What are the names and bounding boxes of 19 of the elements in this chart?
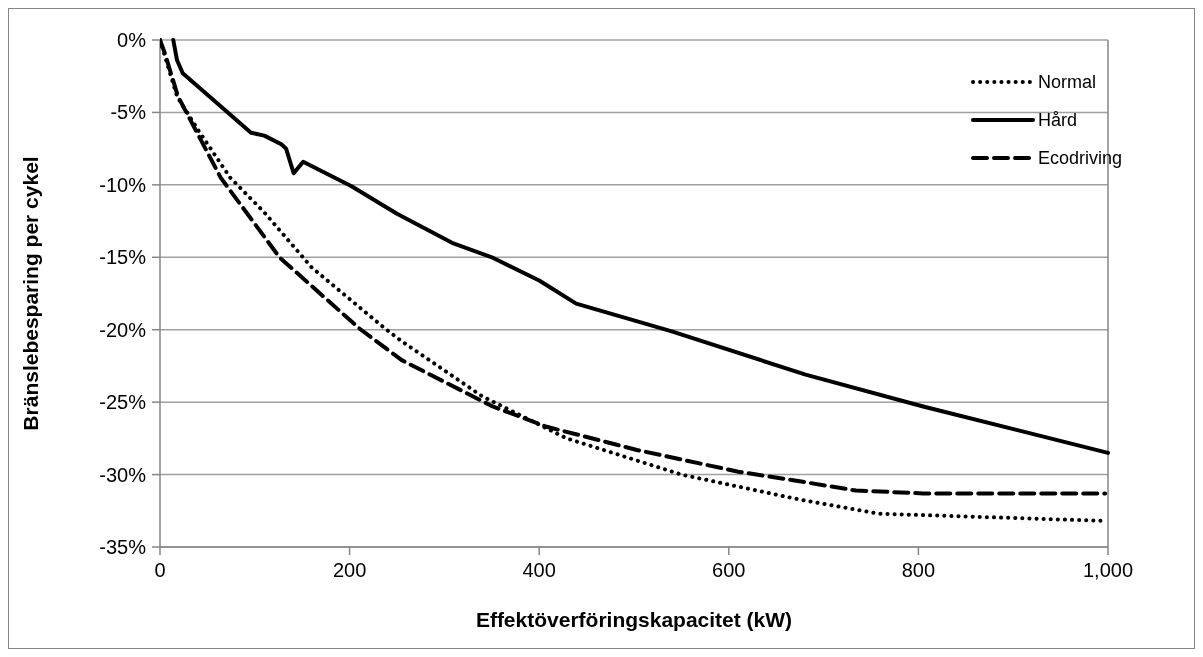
y-tick-label: -20%	[99, 318, 147, 341]
y-tick-label: -5%	[110, 101, 147, 124]
x-tick-label: 200	[332, 559, 367, 581]
y-tick-label: -35%	[99, 536, 147, 558]
x-tick-label: 600	[712, 559, 746, 581]
y-tick-label: -25%	[99, 391, 147, 414]
y-tick-label: 0%	[117, 29, 147, 51]
x-tick-label: 800	[901, 559, 936, 581]
x-axis-title: Effektöverföringskapacitet (kW)	[475, 608, 793, 631]
y-tick-label: -10%	[99, 173, 147, 196]
x-tick-label: 0	[154, 559, 166, 581]
legend-label: Normal	[1038, 72, 1097, 92]
y-axis-title: Bränslebesparing per cykel	[19, 156, 42, 431]
y-tick-label: -30%	[99, 463, 147, 486]
legend-label: Hård	[1038, 110, 1078, 130]
legend-label: Ecodriving	[1038, 148, 1123, 168]
x-tick-label: 1,000	[1082, 559, 1134, 581]
x-tick-label: 400	[522, 559, 556, 581]
y-tick-label: -15%	[99, 246, 147, 269]
